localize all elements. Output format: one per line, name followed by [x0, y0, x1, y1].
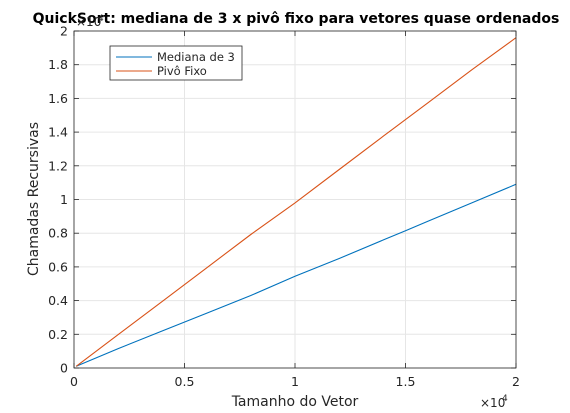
y-tick-label: 0.8 — [48, 226, 68, 241]
chart-title: QuickSort: mediana de 3 x pivô fixo para… — [33, 11, 560, 27]
legend-entry-label: Mediana de 3 — [157, 50, 235, 64]
x-tick-label: 2 — [512, 374, 520, 389]
series-layer — [75, 37, 517, 367]
ticks-layer: 0 0.5 1 1.5 2 0 0.2 0.4 0.6 0.8 1 1.2 1.4 1.6 1.8 2 — [48, 24, 520, 390]
y-tick-label: 1.2 — [48, 158, 68, 173]
y-tick-label: 2 — [60, 24, 68, 39]
y-tick-label: 1.4 — [48, 125, 68, 140]
y-tick-label: 1 — [60, 192, 68, 207]
y-multiplier-exponent: 4 — [98, 14, 104, 24]
y-tick-label: 1.6 — [48, 91, 68, 106]
x-tick-label: 0 — [70, 374, 78, 389]
x-multiplier-base: ×10 — [480, 396, 505, 410]
x-multiplier-exponent: 4 — [502, 394, 508, 404]
y-tick-label: 0.4 — [48, 293, 68, 308]
x-tick-label: 1 — [291, 374, 299, 389]
y-tick-label: 0 — [60, 361, 68, 376]
y-tick-label: 0.2 — [48, 327, 68, 342]
legend-entry-label: Pivô Fixo — [157, 64, 207, 78]
legend-box — [109, 45, 243, 81]
y-axis-multiplier: ×10 4 — [76, 14, 104, 29]
y-axis-label: Chamadas Recursivas — [26, 122, 42, 276]
series-line-piv-fixo — [75, 37, 517, 367]
y-multiplier-base: ×10 — [76, 15, 101, 29]
y-tick-label: 1.8 — [48, 57, 68, 72]
x-axis-label: Tamanho do Vetor — [231, 394, 359, 410]
x-tick-label: 1.5 — [396, 374, 416, 389]
series-line-mediana-de-3 — [75, 183, 517, 367]
x-tick-label: 0.5 — [175, 374, 195, 389]
y-tick-label: 0.6 — [48, 259, 68, 274]
x-axis-multiplier: ×10 4 — [480, 394, 508, 410]
